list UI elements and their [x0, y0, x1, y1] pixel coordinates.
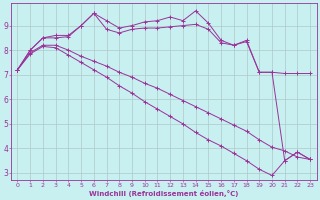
X-axis label: Windchill (Refroidissement éolien,°C): Windchill (Refroidissement éolien,°C) [89, 190, 238, 197]
